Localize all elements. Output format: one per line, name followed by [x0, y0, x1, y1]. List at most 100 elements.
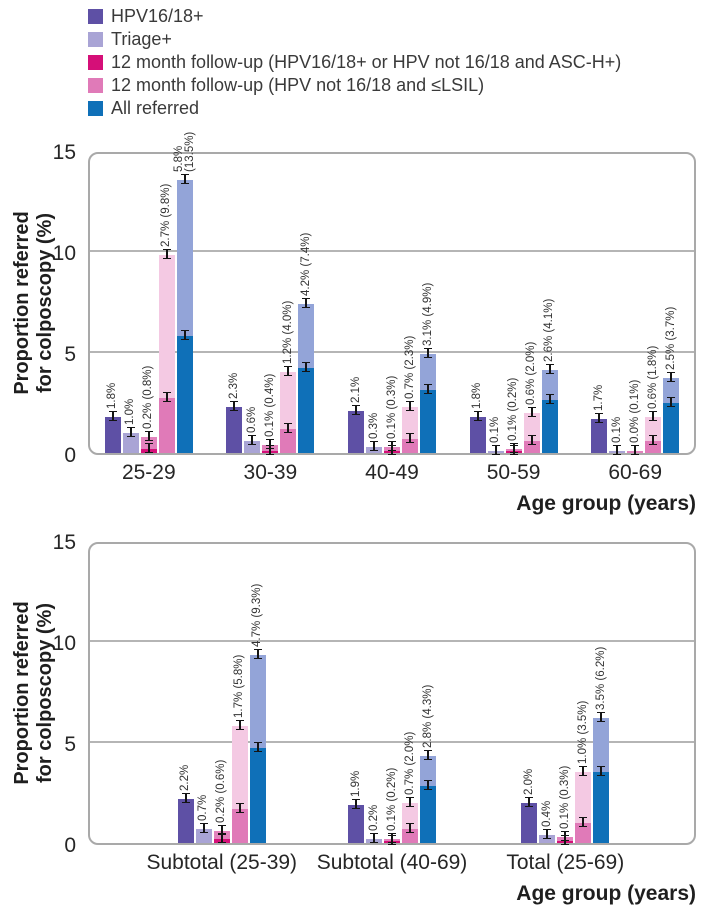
legend-label: 12 month follow-up (HPV not 16/18 and ≤L…: [111, 75, 485, 95]
y-tick-label: 5: [64, 343, 76, 366]
legend-label: HPV16/18+: [111, 6, 204, 26]
legend-item: 12 month follow-up (HPV not 16/18 and ≤L…: [88, 74, 621, 97]
y-tick-label: 0: [64, 444, 76, 467]
error-bar: [370, 832, 378, 843]
bar-value-label: 0.3%: [367, 412, 380, 439]
x-category-label: 40-49: [365, 461, 419, 484]
legend-swatch-icon: [88, 9, 103, 24]
error-bar: [253, 649, 262, 660]
bar-1: [591, 418, 608, 453]
error-bar: [144, 442, 153, 453]
error-bar: [595, 412, 604, 423]
bar-value-label: 1.2% (4.0%): [281, 300, 294, 365]
error-bar: [613, 444, 622, 455]
x-category-label: 50-59: [486, 461, 541, 484]
bar-value-label: 2.8% (4.3%): [421, 684, 434, 749]
gridline: [90, 351, 694, 353]
bar-5: [420, 786, 436, 843]
error-bar: [491, 444, 500, 455]
error-bar: [406, 796, 414, 807]
error-bar: [406, 400, 414, 411]
gridline: [90, 741, 694, 743]
error-bar: [180, 329, 189, 340]
legend-item: Triage+: [88, 28, 621, 51]
error-bar: [162, 392, 171, 403]
error-bar: [181, 792, 190, 803]
bar-value-label: 0.7% (2.0%): [403, 731, 416, 795]
bar-value-label: 0.2% (0.6%): [215, 759, 228, 823]
legend-item: 12 month follow-up (HPV16/18+ or HPV not…: [88, 51, 621, 74]
bar-value-label: 2.6% (4.1%): [543, 298, 556, 363]
error-bar: [162, 249, 171, 260]
panel-age-groups: Proportion referred for colposcopy (%) 1…: [0, 132, 705, 518]
error-bar: [352, 798, 360, 809]
bar-value-label: 2.7% (9.8%): [160, 183, 173, 248]
bar-value-label: 0.1%: [610, 416, 623, 443]
bar-value-label: 1.0%: [124, 398, 137, 425]
bar-5: [420, 390, 436, 453]
bar-value-label: 4.7% (9.3%): [251, 583, 264, 648]
error-bar: [545, 364, 554, 375]
error-bar: [527, 406, 536, 417]
x-category-label: Subtotal (25-39): [146, 851, 298, 874]
error-bar: [180, 174, 189, 185]
error-bar: [388, 440, 396, 451]
error-bar: [597, 766, 606, 777]
x-category-label: 60-69: [608, 461, 663, 484]
error-bar: [561, 830, 570, 841]
legend-swatch-icon: [88, 32, 103, 47]
legend-label: Triage+: [111, 29, 172, 49]
bar-4: [231, 808, 248, 843]
legend-swatch-icon: [88, 101, 103, 116]
bar-value-label: 0.1% (0.2%): [507, 377, 520, 441]
bar-value-label: 0.1% (0.2%): [385, 767, 398, 831]
error-bar: [253, 742, 262, 753]
y-axis-title: Proportion referred for colposcopy (%): [11, 211, 56, 395]
bar-5: [663, 402, 680, 453]
bar-5: [593, 772, 610, 843]
error-bar: [424, 384, 432, 395]
y-tick-label: 0: [64, 834, 76, 857]
error-bar: [473, 410, 482, 421]
error-bar: [424, 348, 432, 359]
x-category-label: 30-39: [243, 461, 298, 484]
bar-value-label: 2.5% (3.7%): [664, 306, 677, 371]
bar-4: [280, 428, 297, 453]
bar-5: [298, 368, 315, 453]
bar-value-label: 1.9%: [349, 770, 362, 797]
error-bar: [406, 822, 414, 833]
bar-1: [469, 416, 486, 453]
bar-value-label: 0.1%: [489, 416, 502, 443]
error-bar: [370, 440, 378, 451]
error-bar: [525, 796, 534, 807]
y-tick-label: 15: [52, 141, 76, 164]
bar-value-label: 5.8% (13.5%): [172, 132, 196, 173]
bar-value-label: 0.7%: [197, 794, 210, 821]
y-tick-label: 15: [52, 531, 76, 554]
error-bar: [527, 434, 536, 445]
bar-value-label: 1.0% (3.5%): [576, 701, 589, 765]
bar-value-label: 0.1% (0.4%): [263, 373, 276, 437]
error-bar: [266, 438, 275, 449]
gridline: [90, 250, 694, 252]
bar-value-label: 1.7% (5.8%): [233, 654, 246, 718]
bar-value-label: 0.4%: [540, 800, 553, 827]
bar-4: [158, 398, 175, 453]
bar-value-label: 0.6%: [245, 406, 258, 433]
x-category-label: Total (25-69): [506, 851, 625, 874]
plot-area: 1.8% 1.0% 0.2% (0.8%) 2.7% (9.8%) 5.8% (13.5…: [88, 132, 696, 455]
error-bar: [126, 426, 135, 437]
bar-1: [521, 802, 538, 843]
error-bar: [302, 362, 311, 373]
bar-2: [122, 432, 139, 453]
error-bar: [649, 434, 658, 445]
panel-totals: Proportion referred for colposcopy (%) 2…: [0, 531, 705, 908]
error-bar: [284, 422, 293, 433]
bar-5: [249, 748, 266, 843]
y-axis-title: Proportion referred for colposcopy (%): [11, 601, 56, 785]
bar-value-label: 2.3%: [227, 372, 240, 399]
error-bar: [597, 711, 606, 722]
bar-value-label: 1.8%: [106, 382, 119, 409]
legend-label: All referred: [111, 98, 200, 118]
error-bar: [545, 394, 554, 405]
